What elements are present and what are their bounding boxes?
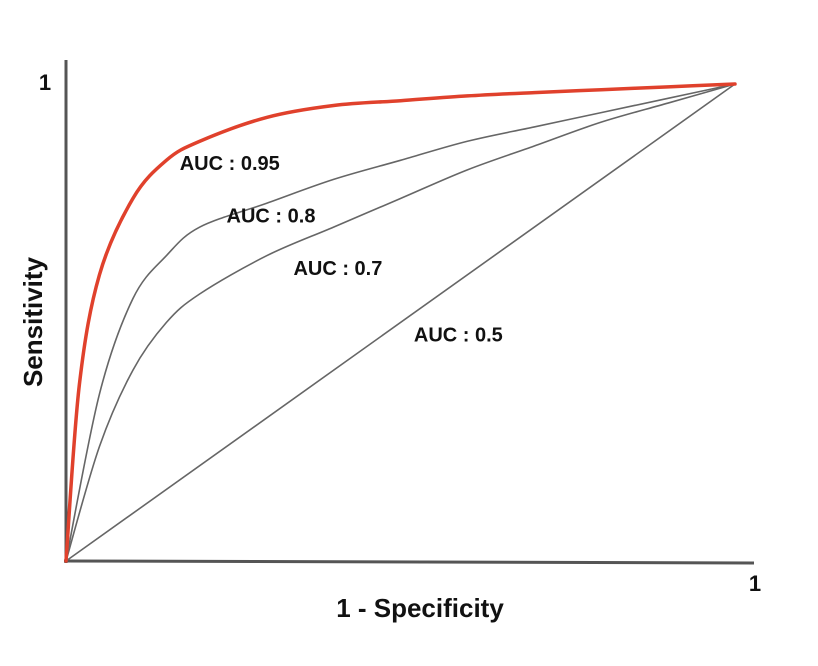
- x-tick-label: 1: [749, 571, 761, 596]
- y-tick-label: 1: [39, 70, 51, 95]
- axes: [63, 60, 755, 565]
- roc-curve-auc-0-8: [65, 83, 736, 562]
- x-axis-label: 1 - Specificity: [336, 593, 504, 623]
- roc-curve-auc-0-7: [65, 83, 736, 562]
- roc-curve-auc-0-5: [65, 83, 736, 562]
- series-layer: [64, 82, 737, 563]
- annotation-layer: AUC : 0.95 AUC : 0.8 AUC : 0.7 AUC : 0.5: [180, 153, 503, 347]
- y-axis-label: Sensitivity: [18, 256, 48, 387]
- x-axis-line: [63, 559, 755, 565]
- auc-annotation: AUC : 0.8: [227, 205, 316, 227]
- auc-annotation: AUC : 0.5: [414, 325, 503, 347]
- auc-annotation: AUC : 0.7: [293, 258, 382, 280]
- auc-annotation: AUC : 0.95: [180, 153, 280, 175]
- roc-curve-auc-0-95: [64, 82, 737, 563]
